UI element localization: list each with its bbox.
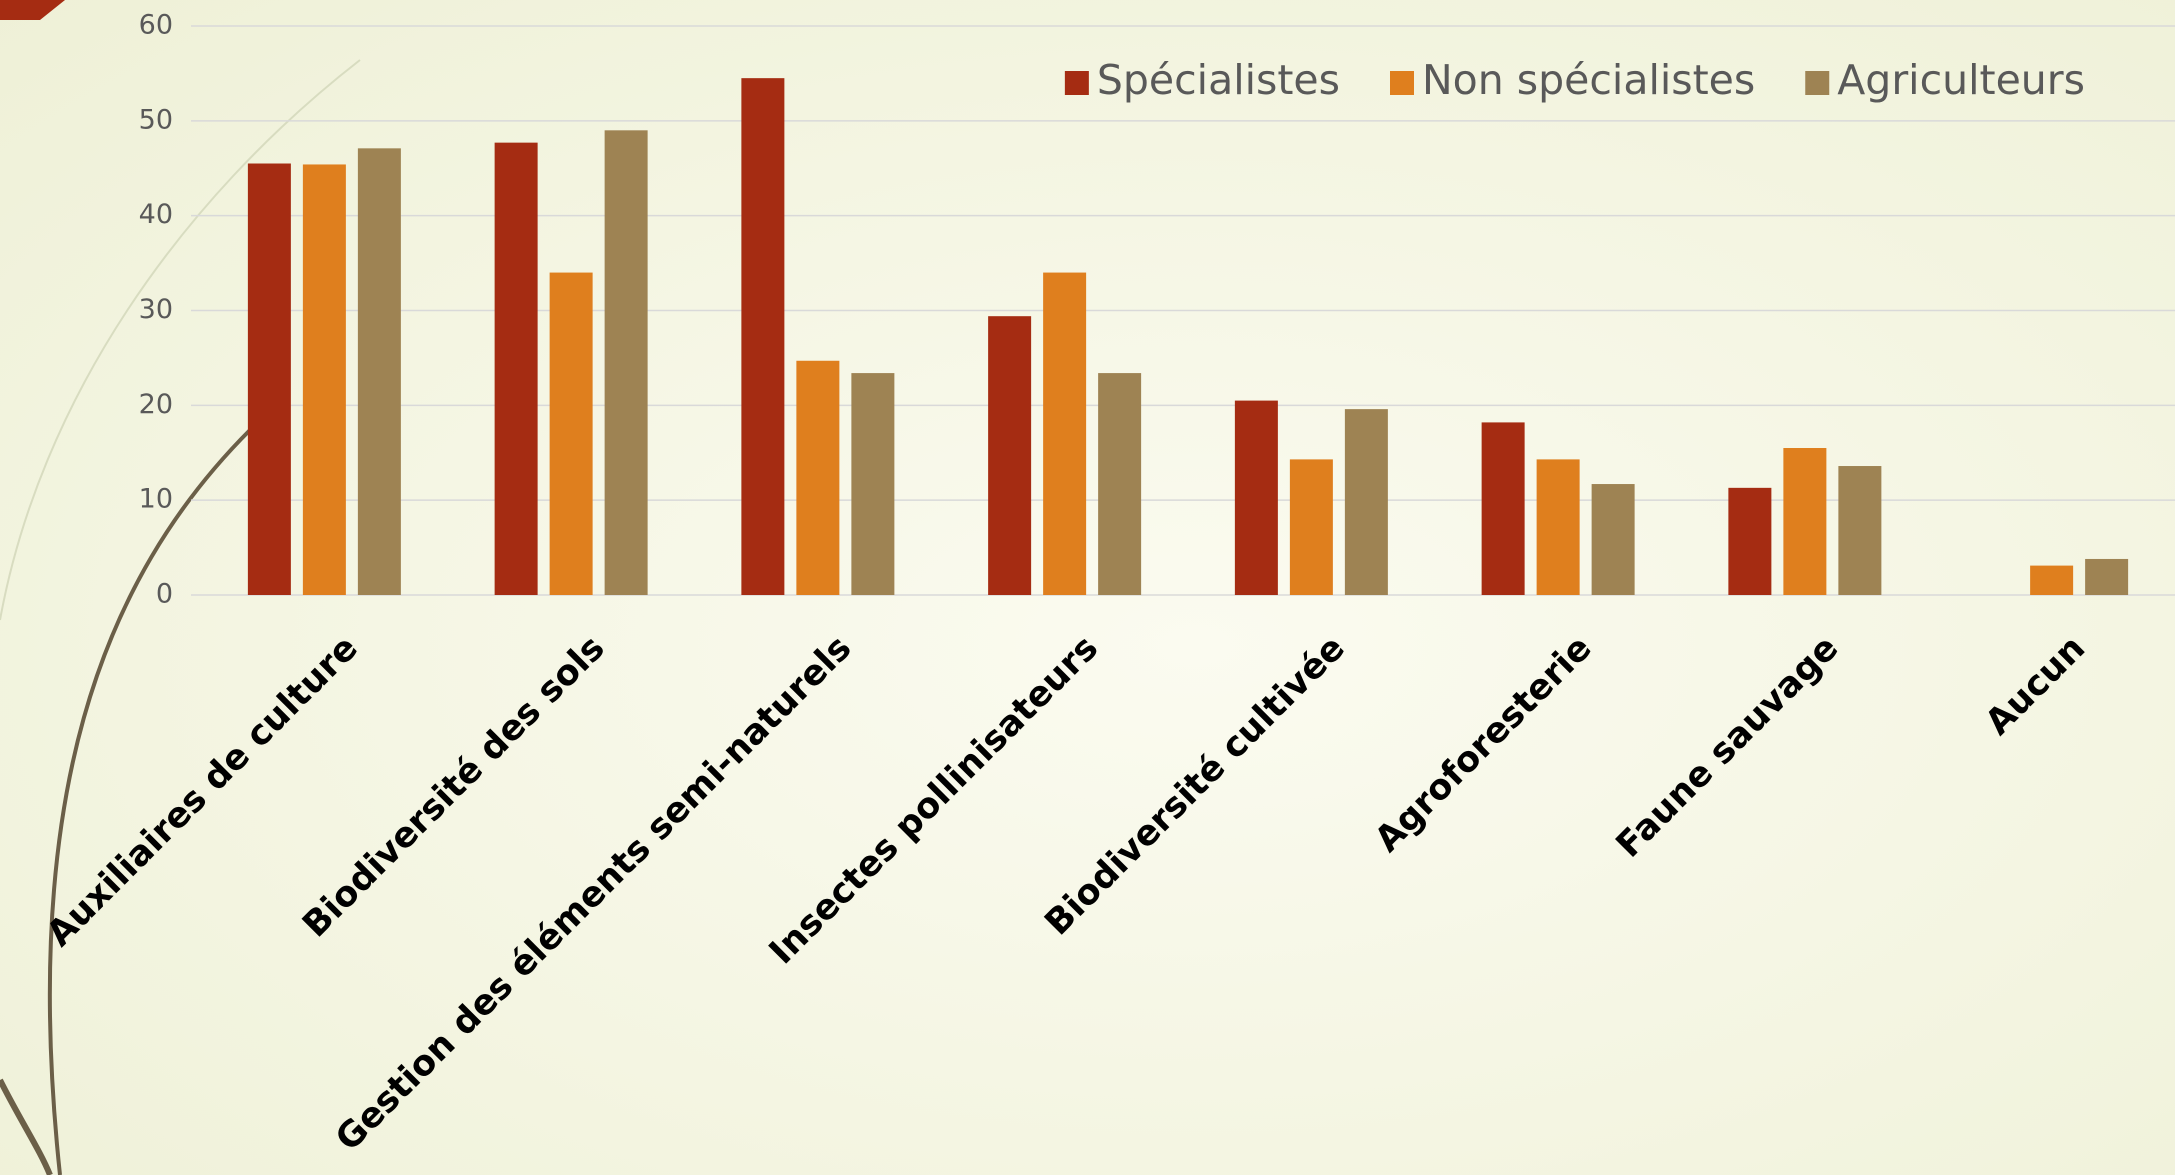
bar xyxy=(1043,272,1087,595)
bar xyxy=(494,142,538,595)
bar xyxy=(604,130,648,596)
y-tick-label: 40 xyxy=(139,199,173,230)
bar xyxy=(1289,459,1333,595)
bar xyxy=(1783,448,1827,595)
bar xyxy=(1838,466,1882,595)
bar xyxy=(1728,487,1772,595)
decor-curve xyxy=(47,428,252,1175)
y-tick-label: 50 xyxy=(139,104,173,135)
legend-label: Spécialistes xyxy=(1097,56,1340,104)
bar xyxy=(1098,373,1142,595)
legend-swatch xyxy=(1805,71,1830,95)
bar xyxy=(851,373,895,595)
bar xyxy=(796,360,840,595)
y-tick-label: 10 xyxy=(139,484,173,515)
bar xyxy=(2030,565,2074,595)
bar xyxy=(1591,484,1635,595)
corner-decoration xyxy=(0,0,65,20)
bar xyxy=(2085,558,2129,595)
decor-curve xyxy=(0,1078,53,1175)
bar xyxy=(1481,422,1525,595)
bar xyxy=(1344,409,1388,595)
bar xyxy=(1234,400,1278,595)
bar xyxy=(549,272,593,595)
bar xyxy=(741,78,785,596)
legend-label: Non spécialistes xyxy=(1422,56,1755,104)
bar xyxy=(247,163,291,595)
legend-label: Agriculteurs xyxy=(1837,56,2085,104)
legend-swatch xyxy=(1064,71,1089,95)
decor-curve xyxy=(0,59,361,621)
bar xyxy=(357,148,401,595)
y-tick-label: 20 xyxy=(139,389,173,420)
bar xyxy=(1536,459,1580,595)
y-tick-label: 0 xyxy=(156,579,173,610)
bar xyxy=(988,316,1032,595)
y-tick-label: 60 xyxy=(139,10,173,41)
legend-swatch xyxy=(1390,71,1414,95)
bar xyxy=(302,164,346,595)
y-tick-label: 30 xyxy=(139,294,173,325)
